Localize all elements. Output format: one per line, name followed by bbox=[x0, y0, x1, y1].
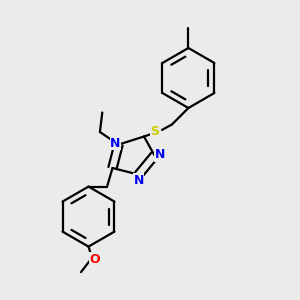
Text: N: N bbox=[134, 173, 144, 187]
Text: N: N bbox=[110, 136, 121, 150]
Text: S: S bbox=[151, 125, 160, 138]
Text: N: N bbox=[155, 148, 165, 161]
Text: O: O bbox=[90, 253, 101, 266]
